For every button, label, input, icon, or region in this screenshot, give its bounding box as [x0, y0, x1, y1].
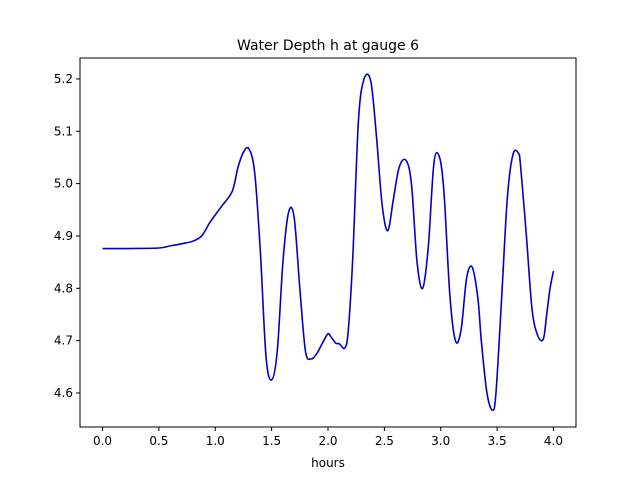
x-tick-label: 3.0 [431, 434, 450, 448]
x-tick-label: 4.0 [544, 434, 563, 448]
y-tick-label: 5.0 [54, 177, 73, 191]
y-tick-label: 4.8 [54, 281, 73, 295]
series-line [102, 73, 555, 412]
y-tick-label: 5.2 [54, 72, 73, 86]
y-axis-ticks: 4.6 4.7 4.8 4.9 5.0 5.1 5.2 [54, 72, 80, 400]
x-axis-label: hours [311, 456, 345, 470]
x-tick-label: 0.5 [149, 434, 168, 448]
plot-area-frame [79, 57, 577, 428]
chart-title: Water Depth h at gauge 6 [237, 38, 419, 54]
x-tick-label: 3.5 [488, 434, 507, 448]
x-tick-label: 0.0 [93, 434, 112, 448]
x-tick-label: 2.5 [375, 434, 394, 448]
x-tick-label: 1.5 [262, 434, 281, 448]
x-tick-label: 2.0 [318, 434, 337, 448]
x-axis-ticks: 0.0 0.5 1.0 1.5 2.0 2.5 3.0 3.5 4.0 [93, 427, 563, 448]
y-tick-label: 5.1 [54, 124, 73, 138]
y-tick-label: 4.6 [54, 386, 73, 400]
x-tick-label: 1.0 [206, 434, 225, 448]
y-tick-label: 4.7 [54, 334, 73, 348]
y-tick-label: 4.9 [54, 229, 73, 243]
